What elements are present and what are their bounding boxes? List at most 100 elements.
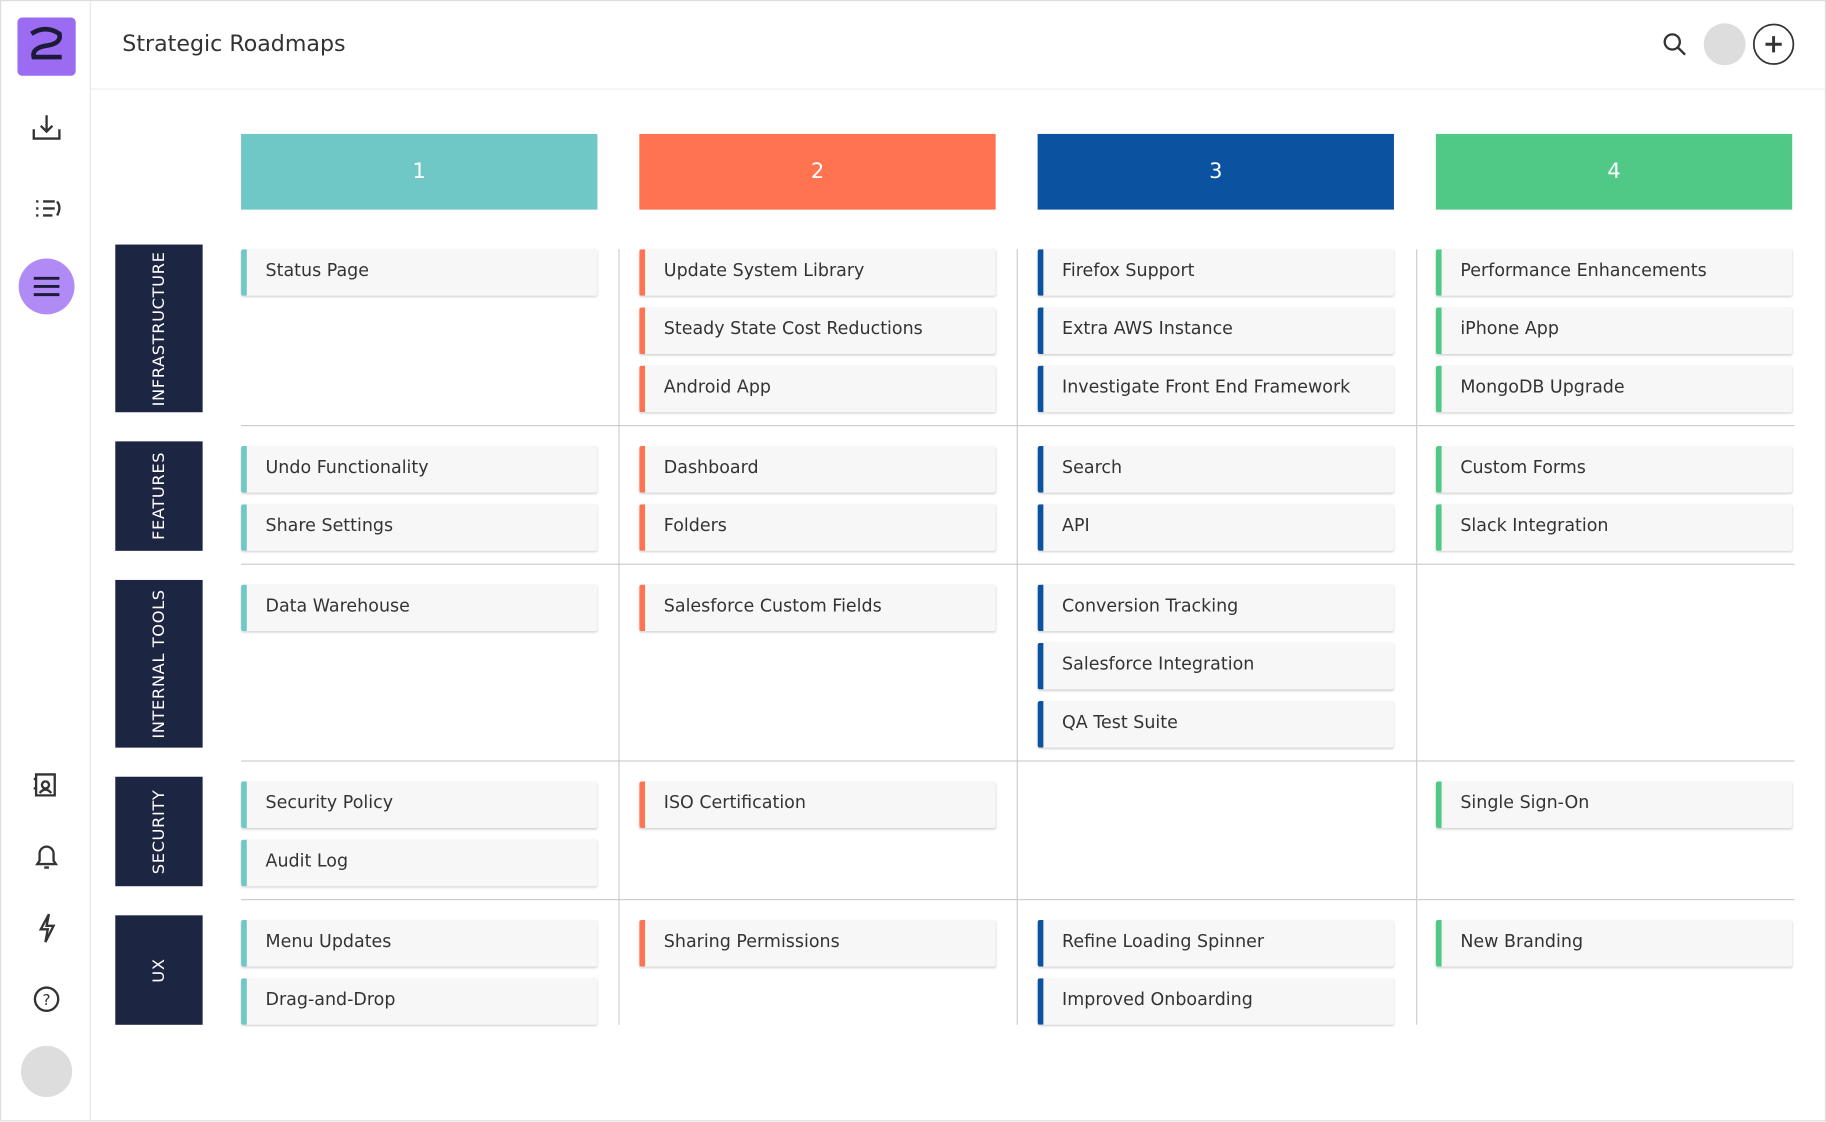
card[interactable]: Undo Functionality xyxy=(241,446,598,493)
card[interactable]: Improved Onboarding xyxy=(1037,978,1394,1025)
card[interactable]: Single Sign-On xyxy=(1435,781,1793,828)
column-divider xyxy=(618,249,620,1025)
card[interactable]: Security Policy xyxy=(241,781,598,828)
cell: Conversion Tracking Salesforce Integratio… xyxy=(1037,584,1394,748)
card[interactable]: Status Page xyxy=(241,249,598,296)
lane: SECURITY Security Policy Audit Log ISO Cert… xyxy=(115,776,1794,887)
lane-label: INTERNAL TOOLS xyxy=(115,579,203,748)
card[interactable]: Refine Loading Spinner xyxy=(1037,919,1394,967)
cell: Dashboard Folders xyxy=(639,446,996,551)
sidebar-icons: ? xyxy=(17,17,76,1097)
lane-divider xyxy=(241,563,1795,565)
card[interactable]: Drag-and-Drop xyxy=(241,978,598,1025)
roadmap-icon xyxy=(33,276,60,297)
card[interactable]: Menu Updates xyxy=(241,919,598,967)
bell-icon[interactable] xyxy=(35,845,59,869)
card[interactable]: iPhone App xyxy=(1435,307,1793,355)
lane-label: UX xyxy=(115,915,203,1025)
card[interactable]: Android App xyxy=(639,365,996,413)
lane-label: INFRASTRUCTURE xyxy=(115,244,203,413)
cell xyxy=(1038,781,1394,886)
card[interactable]: Salesforce Custom Fields xyxy=(639,584,996,632)
cell: Refine Loading Spinner Improved Onboardin… xyxy=(1037,919,1394,1025)
lane-divider xyxy=(241,760,1795,762)
contacts-icon[interactable] xyxy=(33,773,56,797)
card[interactable]: Steady State Cost Reductions xyxy=(639,307,996,355)
card[interactable]: Share Settings xyxy=(241,504,598,551)
header-actions xyxy=(1663,23,1795,66)
card[interactable]: Salesforce Integration xyxy=(1037,642,1394,690)
card[interactable]: Extra AWS Instance xyxy=(1037,307,1394,355)
card[interactable]: Search xyxy=(1037,446,1394,493)
lane: UX Menu Updates Drag-and-Drop Sharing Permi… xyxy=(115,915,1794,1025)
cell: Undo Functionality Share Settings xyxy=(241,446,598,551)
lane-label: SECURITY xyxy=(115,776,203,887)
lane-cells: Status Page Update System Library Steady S… xyxy=(241,245,1793,413)
card[interactable]: Dashboard xyxy=(639,446,996,493)
card[interactable]: Sharing Permissions xyxy=(639,919,996,967)
lane: FEATURES Undo Functionality Share Settings… xyxy=(115,441,1794,551)
card[interactable]: Folders xyxy=(639,504,996,551)
cell: Update System Library Steady State Cost R… xyxy=(639,249,996,413)
cell: Firefox Support Extra AWS Instance Investi… xyxy=(1037,249,1394,413)
card[interactable]: Investigate Front End Framework xyxy=(1037,365,1394,413)
bolt-icon[interactable] xyxy=(38,913,56,943)
lane-label-text: UX xyxy=(149,957,169,983)
column-header[interactable]: 2 xyxy=(639,133,996,210)
page-title: Strategic Roadmaps xyxy=(122,31,346,58)
column-header[interactable]: 4 xyxy=(1435,133,1793,210)
card[interactable]: Conversion Tracking xyxy=(1037,584,1394,632)
lane-cells: Security Policy Audit Log ISO Certificatio… xyxy=(241,777,1793,887)
cell: Salesforce Custom Fields xyxy=(639,584,996,748)
logo-mark xyxy=(30,26,63,60)
lane-cells: Menu Updates Drag-and-Drop Sharing Permiss… xyxy=(241,915,1793,1025)
list-icon[interactable] xyxy=(36,200,61,217)
card[interactable]: API xyxy=(1037,504,1394,551)
lanes: INFRASTRUCTURE Status Page Update System L… xyxy=(115,244,1795,1025)
lane: INTERNAL TOOLS Data Warehouse Salesforce C… xyxy=(115,579,1794,748)
cell: Menu Updates Drag-and-Drop xyxy=(241,919,598,1025)
cell: Single Sign-On xyxy=(1435,781,1793,886)
card[interactable]: Slack Integration xyxy=(1435,504,1793,551)
help-icon[interactable] xyxy=(33,986,60,1012)
card[interactable]: Update System Library xyxy=(639,249,996,296)
column-header[interactable]: 3 xyxy=(1037,133,1394,210)
card[interactable]: MongoDB Upgrade xyxy=(1435,365,1793,413)
lane-cells: Undo Functionality Share Settings Dashboar… xyxy=(241,441,1793,551)
column-divider xyxy=(1016,249,1018,1025)
card[interactable]: Audit Log xyxy=(241,839,598,887)
lane-divider xyxy=(241,425,1795,427)
lane-cells: Data Warehouse Salesforce Custom Fields Co… xyxy=(241,580,1792,748)
cell: New Branding xyxy=(1435,919,1793,1025)
lane: INFRASTRUCTURE Status Page Update System L… xyxy=(115,244,1794,413)
lane-divider xyxy=(241,899,1795,901)
cell: Custom Forms Slack Integration xyxy=(1435,446,1793,551)
cell xyxy=(1436,585,1792,748)
sidebar: ? xyxy=(1,1,91,1121)
header: Strategic Roadmaps xyxy=(90,1,1825,90)
cell: ISO Certification xyxy=(639,781,996,886)
cell: Sharing Permissions xyxy=(639,919,996,1025)
lane-label-text: INFRASTRUCTURE xyxy=(149,250,169,406)
card[interactable]: Custom Forms xyxy=(1435,446,1793,493)
user-avatar[interactable] xyxy=(20,1045,73,1097)
cell: Data Warehouse xyxy=(241,584,598,748)
download-icon[interactable] xyxy=(32,115,61,140)
column-divider xyxy=(1416,249,1418,1025)
cell: Security Policy Audit Log xyxy=(241,781,598,887)
lane-label-text: SECURITY xyxy=(149,789,169,874)
card[interactable]: New Branding xyxy=(1435,919,1793,967)
column-header[interactable]: 1 xyxy=(241,133,598,210)
lane-label-text: FEATURES xyxy=(149,452,169,541)
card[interactable]: Performance Enhancements xyxy=(1435,249,1793,296)
avatar[interactable] xyxy=(1703,23,1746,66)
card[interactable]: QA Test Suite xyxy=(1037,701,1394,748)
card[interactable]: Data Warehouse xyxy=(241,584,598,632)
card[interactable]: Firefox Support xyxy=(1037,249,1394,296)
lane-label: FEATURES xyxy=(115,441,203,551)
card[interactable]: ISO Certification xyxy=(639,781,996,828)
search-icon[interactable] xyxy=(1663,33,1682,51)
